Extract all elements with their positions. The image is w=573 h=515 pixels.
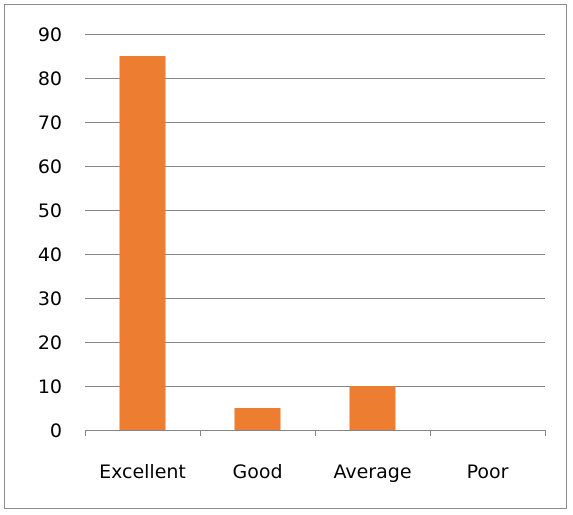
axes <box>85 430 546 436</box>
y-tick-label: 70 <box>38 112 62 134</box>
x-tick-label: Good <box>232 461 282 483</box>
x-tick-label: Average <box>333 461 411 483</box>
x-tick-label: Excellent <box>99 461 186 483</box>
y-tick-label: 80 <box>38 68 62 90</box>
y-tick-label: 20 <box>38 332 62 354</box>
y-tick-label: 90 <box>38 24 62 46</box>
y-tick-labels: 0 10 20 30 40 50 60 70 80 90 <box>38 24 62 442</box>
bar-excellent <box>119 56 166 430</box>
y-tick-label: 40 <box>38 244 62 266</box>
x-tick-labels: Excellent Good Average Poor <box>99 461 509 483</box>
x-tick-label: Poor <box>467 461 509 483</box>
y-tick-label: 0 <box>50 420 62 442</box>
y-tick-label: 50 <box>38 200 62 222</box>
bars <box>119 56 396 430</box>
bar-good <box>234 408 281 430</box>
y-tick-label: 10 <box>38 376 62 398</box>
chart-frame <box>4 4 567 509</box>
y-tick-label: 60 <box>38 156 62 178</box>
y-tick-label: 30 <box>38 288 62 310</box>
bar-average <box>349 386 396 430</box>
